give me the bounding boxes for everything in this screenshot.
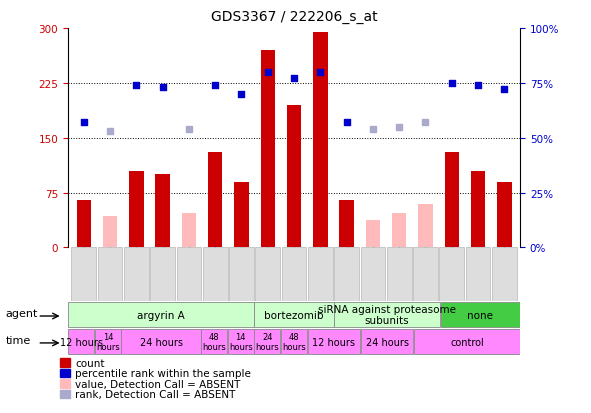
Point <box>499 87 509 93</box>
FancyBboxPatch shape <box>282 248 306 301</box>
FancyBboxPatch shape <box>308 248 333 301</box>
Bar <box>418 204 433 248</box>
Text: argyrin A: argyrin A <box>137 310 185 320</box>
FancyBboxPatch shape <box>414 330 520 354</box>
Text: siRNA against proteasome
subunits: siRNA against proteasome subunits <box>318 304 456 326</box>
FancyBboxPatch shape <box>121 330 201 354</box>
Text: bortezomib: bortezomib <box>264 310 324 320</box>
Text: none: none <box>467 310 493 320</box>
Point <box>394 124 404 131</box>
FancyBboxPatch shape <box>203 248 228 301</box>
Text: 14
hours: 14 hours <box>96 332 120 351</box>
Bar <box>76 200 91 248</box>
Point <box>342 120 351 126</box>
FancyBboxPatch shape <box>439 248 464 301</box>
Bar <box>366 220 380 248</box>
Bar <box>129 171 144 248</box>
FancyBboxPatch shape <box>466 248 491 301</box>
Point <box>105 128 115 135</box>
Bar <box>497 182 512 248</box>
Bar <box>471 171 485 248</box>
Text: 24 hours: 24 hours <box>139 337 183 347</box>
Text: 48
hours: 48 hours <box>202 332 226 351</box>
Text: percentile rank within the sample: percentile rank within the sample <box>75 368 251 378</box>
Text: 14
hours: 14 hours <box>229 332 253 351</box>
Point <box>316 69 325 76</box>
Bar <box>103 216 117 248</box>
Point <box>447 80 456 87</box>
FancyBboxPatch shape <box>334 303 440 327</box>
FancyBboxPatch shape <box>229 248 254 301</box>
FancyBboxPatch shape <box>98 248 122 301</box>
Point <box>368 126 378 133</box>
Point <box>210 83 220 89</box>
Bar <box>313 33 327 248</box>
FancyBboxPatch shape <box>492 248 517 301</box>
Bar <box>60 358 70 367</box>
Text: count: count <box>75 358 105 368</box>
Text: 12 hours: 12 hours <box>60 337 103 347</box>
Bar <box>60 390 70 398</box>
Point <box>263 69 272 76</box>
Bar <box>261 51 275 248</box>
FancyBboxPatch shape <box>281 330 307 354</box>
Point <box>421 120 430 126</box>
FancyBboxPatch shape <box>68 330 95 354</box>
FancyBboxPatch shape <box>150 248 175 301</box>
Text: GDS3367 / 222206_s_at: GDS3367 / 222206_s_at <box>211 10 377 24</box>
FancyBboxPatch shape <box>413 248 438 301</box>
FancyBboxPatch shape <box>124 248 149 301</box>
FancyBboxPatch shape <box>361 248 385 301</box>
FancyBboxPatch shape <box>255 248 280 301</box>
Text: agent: agent <box>5 309 38 318</box>
FancyBboxPatch shape <box>95 330 121 354</box>
FancyBboxPatch shape <box>335 248 359 301</box>
FancyBboxPatch shape <box>228 330 254 354</box>
Text: time: time <box>5 335 31 345</box>
Text: 48
hours: 48 hours <box>282 332 306 351</box>
Bar <box>392 214 407 248</box>
FancyBboxPatch shape <box>68 303 254 327</box>
FancyBboxPatch shape <box>307 330 361 354</box>
Point <box>184 126 194 133</box>
Text: 12 hours: 12 hours <box>313 337 355 347</box>
FancyBboxPatch shape <box>387 248 411 301</box>
Text: control: control <box>450 337 484 347</box>
Point <box>132 83 141 89</box>
Bar <box>339 200 354 248</box>
Text: value, Detection Call = ABSENT: value, Detection Call = ABSENT <box>75 379 241 389</box>
Point <box>473 83 483 89</box>
Bar <box>287 105 301 248</box>
Text: 24 hours: 24 hours <box>366 337 408 347</box>
FancyBboxPatch shape <box>177 248 201 301</box>
FancyBboxPatch shape <box>254 303 334 327</box>
Point <box>79 120 89 126</box>
FancyBboxPatch shape <box>254 330 281 354</box>
Point <box>158 85 167 91</box>
Text: 24
hours: 24 hours <box>255 332 280 351</box>
Bar <box>208 153 222 248</box>
Bar <box>60 369 70 377</box>
Text: rank, Detection Call = ABSENT: rank, Detection Call = ABSENT <box>75 389 235 399</box>
Bar <box>234 182 249 248</box>
Bar <box>444 153 459 248</box>
FancyBboxPatch shape <box>361 330 414 354</box>
FancyBboxPatch shape <box>201 330 228 354</box>
Bar <box>155 175 170 248</box>
Point <box>237 91 246 98</box>
FancyBboxPatch shape <box>440 303 520 327</box>
Bar <box>60 380 70 388</box>
Bar <box>181 214 196 248</box>
Point <box>289 76 298 83</box>
FancyBboxPatch shape <box>72 248 96 301</box>
